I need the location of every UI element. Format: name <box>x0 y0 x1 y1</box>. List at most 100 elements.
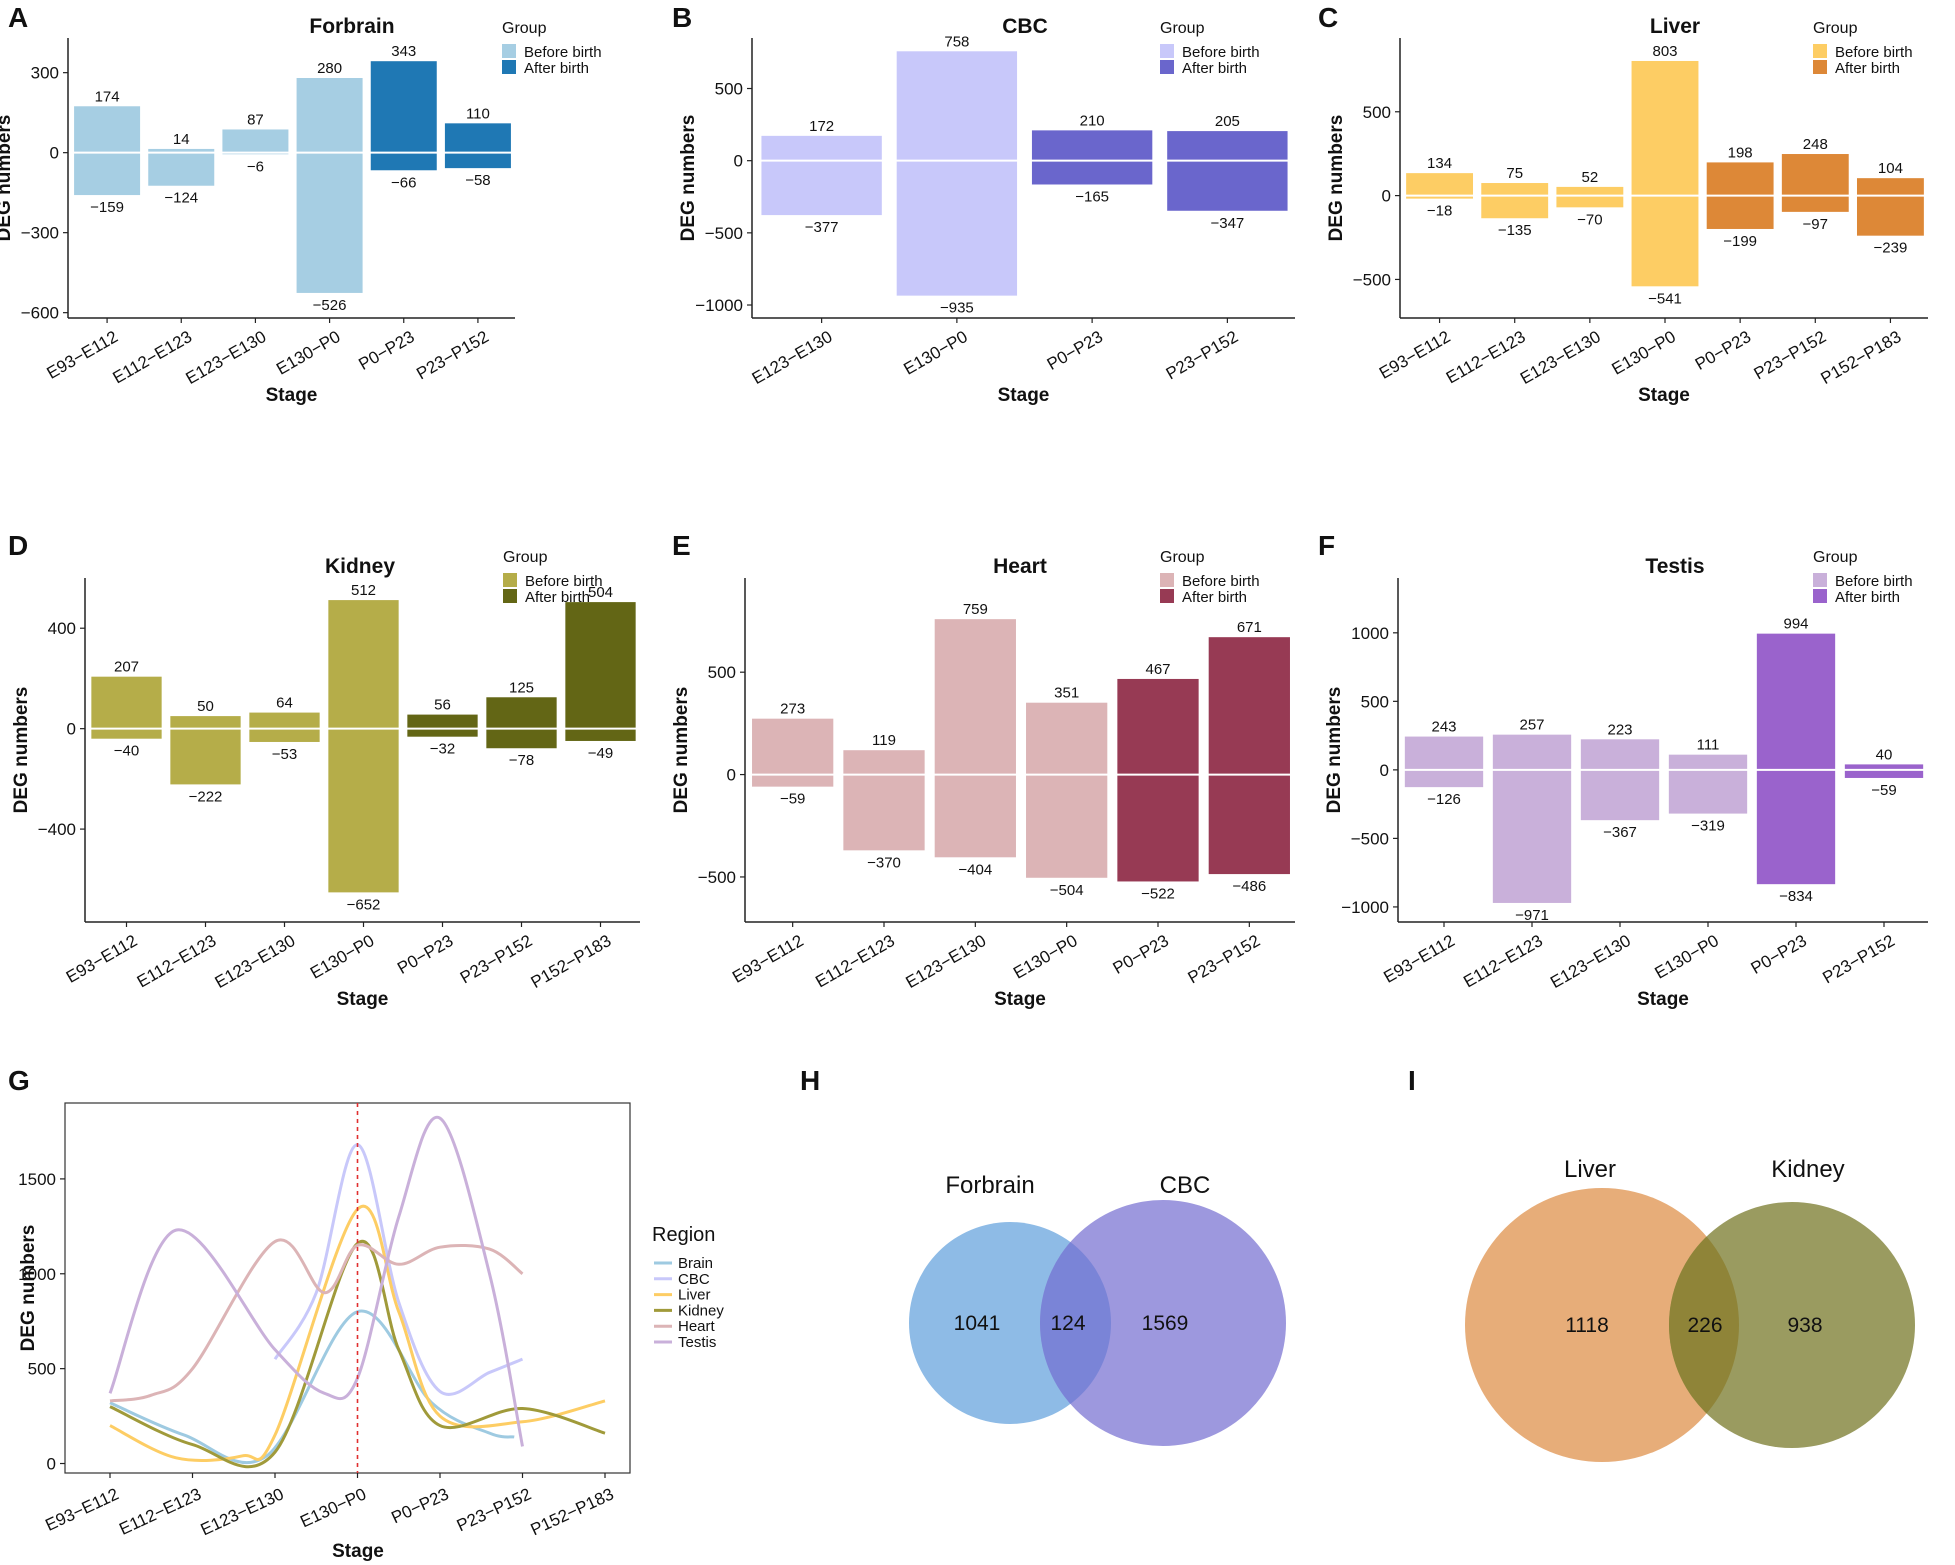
bar <box>1668 754 1748 814</box>
x-tick-label: E123−E130 <box>749 327 836 388</box>
data-label-up: 64 <box>276 695 293 712</box>
data-label-up: 75 <box>1506 165 1523 182</box>
data-label-up: 207 <box>114 659 139 676</box>
data-label-up: 351 <box>1054 685 1079 702</box>
data-label-down: −377 <box>805 219 839 236</box>
data-label-up: 172 <box>809 118 834 135</box>
legend-label: Before birth <box>525 573 603 590</box>
data-label-up: 803 <box>1652 43 1677 60</box>
bar <box>934 619 1016 858</box>
chart-title: Testis <box>1645 555 1704 578</box>
y-axis-title: DEG numbers <box>18 1225 39 1352</box>
y-axis-title: DEG numbers <box>11 687 32 814</box>
chart-title: Forbrain <box>309 15 394 38</box>
bar <box>1117 678 1199 882</box>
y-axis-title: DEG numbers <box>1324 687 1345 814</box>
x-tick-label: P152−P183 <box>528 931 615 992</box>
venn-overlap <box>1040 1222 1111 1424</box>
bar <box>1031 130 1153 185</box>
legend-label: Testis <box>678 1334 716 1351</box>
x-tick-label: E112−E123 <box>116 1484 204 1538</box>
x-tick-label: P0−P23 <box>388 1484 451 1527</box>
x-axis-title: Stage <box>266 385 318 406</box>
panel-letter: H <box>800 1065 820 1096</box>
x-tick-label: E112−E123 <box>1460 931 1546 991</box>
data-label-up: 210 <box>1080 112 1105 129</box>
data-label-down: −135 <box>1498 222 1532 239</box>
data-label-down: −486 <box>1232 878 1266 895</box>
y-tick-label: 1000 <box>18 1265 56 1284</box>
data-label-down: −59 <box>1871 782 1896 799</box>
legend-swatch <box>1813 44 1827 58</box>
x-tick-label: P0−P23 <box>1692 327 1754 374</box>
data-label-up: 119 <box>872 732 896 749</box>
panel-letter: A <box>8 2 28 33</box>
panel-A: A Forbrain 174 −159 E93−E112 14 −124 E112−E123 8… <box>0 2 602 406</box>
bar <box>1406 173 1474 199</box>
panel-B: B CBC 172 −377 E123−E130 758 −935 E130−P0 210 −16… <box>672 2 1295 406</box>
x-tick-label: E93−E112 <box>63 931 141 987</box>
x-tick-label: E130−P0 <box>297 1484 369 1531</box>
data-label-up: 994 <box>1783 616 1808 633</box>
legend-label: Before birth <box>1182 44 1260 61</box>
venn-set-label: Forbrain <box>945 1172 1034 1199</box>
panel-letter: G <box>8 1065 30 1096</box>
data-label-up: 134 <box>1427 155 1452 172</box>
x-tick-label: E112−E123 <box>812 931 898 991</box>
legend-label: After birth <box>1835 589 1900 606</box>
legend-swatch <box>502 60 516 74</box>
panel-letter: C <box>1318 2 1338 33</box>
x-tick-label: P0−P23 <box>1044 327 1106 374</box>
data-label-down: −526 <box>313 297 347 314</box>
x-tick-label: E93−E112 <box>1376 327 1454 383</box>
x-tick-label: E123−E130 <box>1547 931 1634 992</box>
bar <box>407 714 478 737</box>
data-label-down: −59 <box>780 791 805 808</box>
data-label-down: −504 <box>1050 882 1084 899</box>
y-tick-label: 500 <box>715 80 743 99</box>
y-tick-label: −500 <box>698 868 736 887</box>
bar <box>249 712 320 742</box>
data-label-down: −971 <box>1515 907 1549 924</box>
y-tick-label: −600 <box>21 304 59 323</box>
legend-label: Before birth <box>1182 573 1260 590</box>
chart-title: Liver <box>1650 15 1700 38</box>
bar <box>565 602 636 741</box>
venn-count-only-a: 1118 <box>1565 1314 1609 1337</box>
bar <box>328 600 399 893</box>
legend-swatch <box>1813 573 1827 587</box>
bar <box>761 135 882 216</box>
x-tick-label: E112−E123 <box>1443 327 1529 387</box>
legend-swatch <box>1160 60 1174 74</box>
data-label-down: −97 <box>1803 216 1828 233</box>
legend-label: After birth <box>524 60 589 77</box>
legend-label: CBC <box>678 1271 710 1288</box>
x-tick-label: E130−P0 <box>1651 931 1722 983</box>
y-tick-label: 0 <box>727 766 736 785</box>
legend-swatch <box>1813 589 1827 603</box>
legend-label: Before birth <box>524 44 602 61</box>
y-axis-title: DEG numbers <box>1326 115 1347 242</box>
legend-title: Group <box>1160 549 1205 566</box>
data-label-down: −541 <box>1648 290 1682 307</box>
x-tick-label: P23−P152 <box>1751 327 1830 383</box>
data-label-up: 198 <box>1728 144 1753 161</box>
bar <box>74 106 141 196</box>
series-line-cbc <box>273 1143 524 1396</box>
legend-title: Region <box>652 1224 715 1246</box>
data-label-down: −40 <box>114 743 139 760</box>
data-label-down: −126 <box>1427 791 1461 808</box>
legend-label: After birth <box>1182 60 1247 77</box>
data-label-up: 50 <box>197 698 214 715</box>
x-tick-label: E130−P0 <box>273 327 344 379</box>
legend-label: Before birth <box>1835 573 1913 590</box>
data-label-up: 257 <box>1519 717 1544 734</box>
bar <box>222 129 289 155</box>
data-label-down: −58 <box>465 172 490 189</box>
chart-title: Kidney <box>325 555 395 578</box>
y-tick-label: 0 <box>47 1455 56 1474</box>
bar <box>752 718 834 787</box>
data-label-down: −935 <box>940 300 974 317</box>
y-tick-label: 1500 <box>18 1170 56 1189</box>
